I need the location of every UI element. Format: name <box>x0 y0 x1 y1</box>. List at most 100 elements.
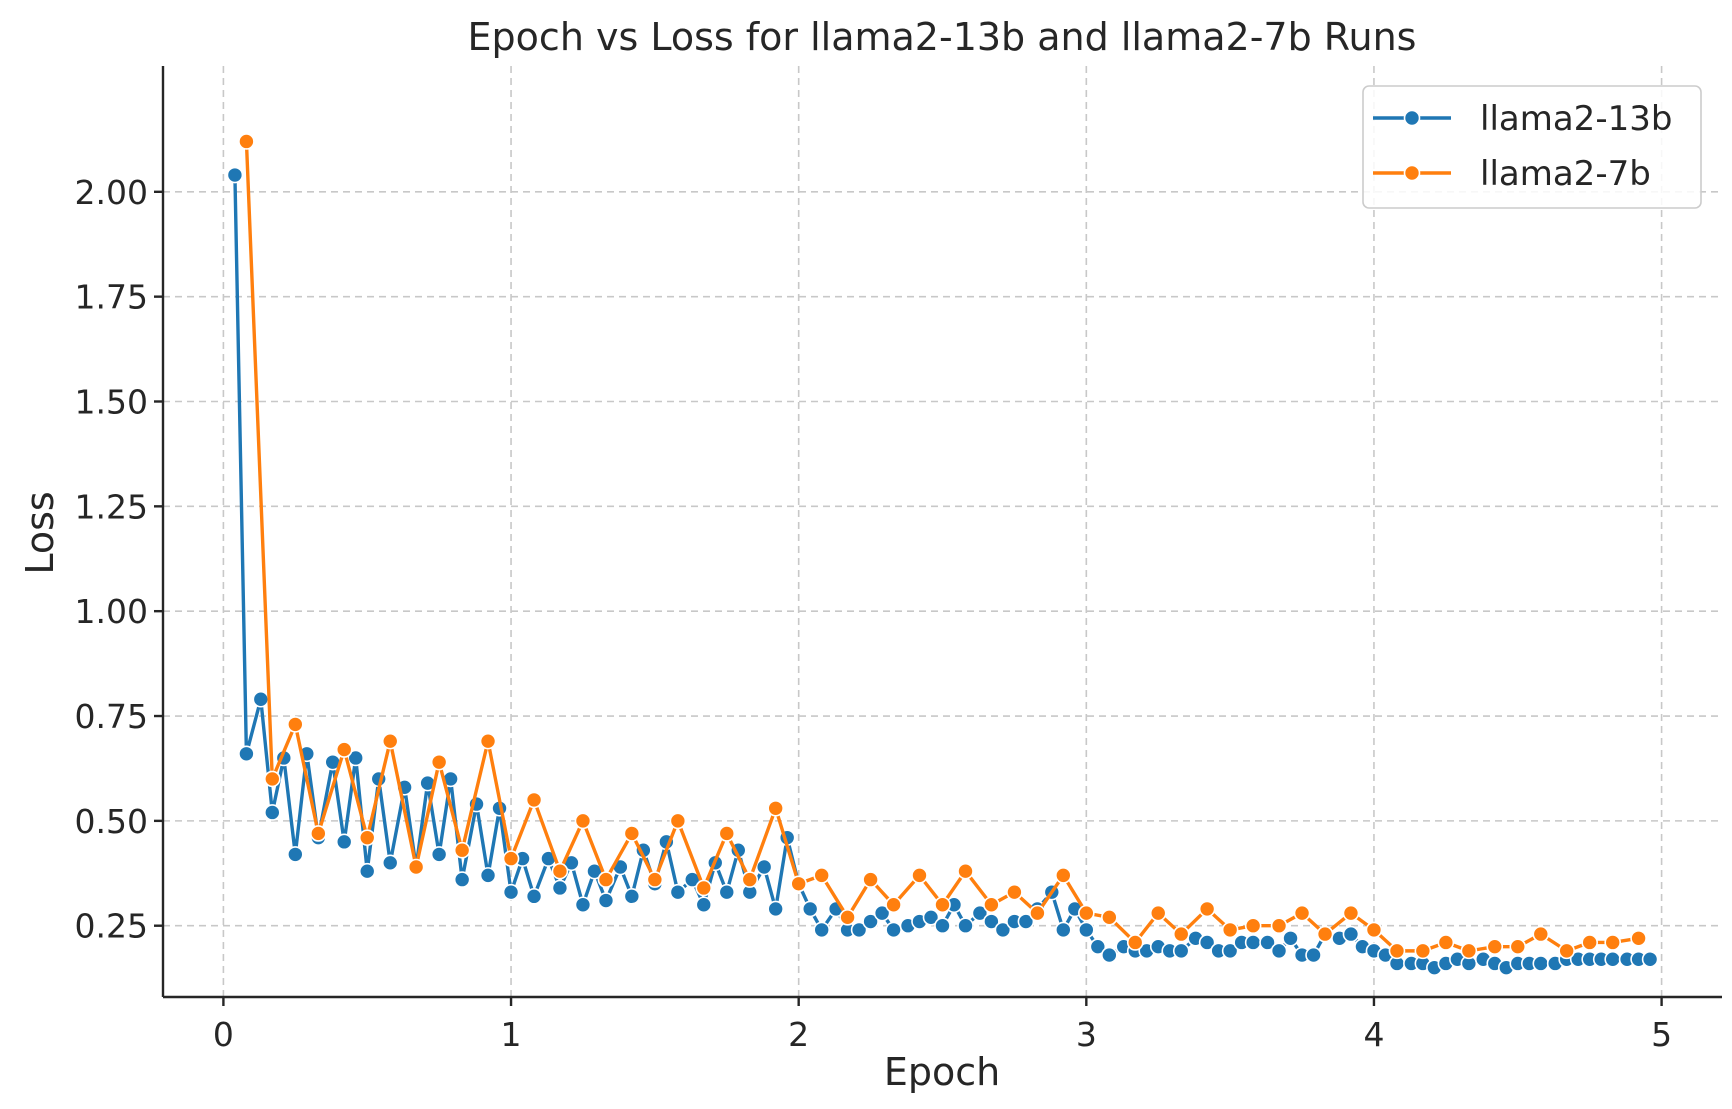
data-point-llama2-13b <box>971 904 989 922</box>
y-tick-label: 1.25 <box>75 487 148 526</box>
data-point-llama2-13b <box>1055 921 1072 939</box>
x-tick-label: 5 <box>1651 1015 1672 1054</box>
data-point-llama2-13b <box>1221 942 1239 960</box>
data-point-llama2-7b <box>238 133 255 150</box>
data-point-llama2-13b <box>1604 950 1621 968</box>
data-point-llama2-13b <box>479 867 497 884</box>
series-llama2-7b <box>238 133 1647 960</box>
data-point-llama2-13b <box>1198 934 1216 951</box>
data-point-llama2-7b <box>381 732 399 750</box>
data-point-llama2-7b <box>718 825 736 842</box>
data-point-llama2-7b <box>1029 904 1046 922</box>
data-point-llama2-7b <box>1149 904 1167 922</box>
data-point-llama2-7b <box>574 812 592 830</box>
data-point-llama2-13b <box>922 909 940 926</box>
data-point-llama2-13b <box>264 804 281 821</box>
data-point-llama2-13b <box>885 921 902 939</box>
data-point-llama2-7b <box>1558 942 1575 960</box>
data-point-llama2-13b <box>287 846 304 863</box>
data-point-llama2-13b <box>347 749 365 767</box>
legend: llama2-13b llama2-7b <box>1362 85 1702 209</box>
data-point-llama2-7b <box>287 716 304 733</box>
data-point-llama2-13b <box>1244 934 1262 951</box>
chart-title: Epoch vs Loss for llama2-13b and llama2-… <box>468 15 1417 59</box>
x-tick-label: 0 <box>213 1015 234 1054</box>
data-point-llama2-13b <box>862 913 879 930</box>
data-point-llama2-13b <box>873 904 891 922</box>
data-point-llama2-7b <box>1126 934 1144 951</box>
data-point-llama2-13b <box>983 913 1000 930</box>
legend-label-llama2-7b: llama2-7b <box>1480 154 1651 194</box>
data-point-llama2-13b <box>957 917 974 935</box>
data-point-llama2-7b <box>1486 938 1504 955</box>
tick-marks: 0 1 2 3 4 5 0.25 0.50 0.75 1.00 1.25 1.50 1.75 2.00 <box>75 173 1673 1054</box>
data-point-llama2-7b <box>1630 929 1647 947</box>
data-point-llama2-7b <box>623 825 641 842</box>
data-point-llama2-13b <box>1172 942 1190 960</box>
data-point-llama2-7b <box>767 799 784 817</box>
data-point-llama2-13b <box>718 883 736 901</box>
data-point-llama2-13b <box>358 862 376 880</box>
data-point-llama2-7b <box>407 858 425 876</box>
data-point-llama2-13b <box>801 900 819 918</box>
x-tick-label: 1 <box>501 1015 522 1054</box>
series-line-llama2-13b <box>233 175 1651 970</box>
legend-marker-llama2-7b <box>1403 164 1421 182</box>
data-point-llama2-7b <box>1509 938 1527 955</box>
data-point-llama2-7b <box>934 896 951 914</box>
data-point-llama2-13b <box>381 854 399 872</box>
data-point-llama2-13b <box>1532 955 1550 972</box>
data-point-llama2-7b <box>1437 934 1455 951</box>
data-point-llama2-7b <box>502 850 520 867</box>
data-point-llama2-13b <box>525 888 543 905</box>
data-point-llama2-7b <box>1532 925 1550 943</box>
data-point-llama2-7b <box>669 812 687 830</box>
data-point-llama2-7b <box>551 862 569 880</box>
data-point-llama2-7b <box>335 741 353 758</box>
data-point-llama2-7b <box>430 753 448 771</box>
data-point-llama2-7b <box>479 732 497 750</box>
data-point-llama2-7b <box>1316 925 1334 943</box>
data-point-llama2-7b <box>597 871 615 888</box>
data-point-llama2-7b <box>885 896 902 914</box>
data-point-llama2-13b <box>994 921 1012 939</box>
data-point-llama2-7b <box>1006 883 1023 901</box>
data-point-llama2-7b <box>1055 867 1072 884</box>
data-point-llama2-7b <box>862 871 879 888</box>
data-point-llama2-7b <box>1293 904 1311 922</box>
data-point-llama2-7b <box>525 791 543 809</box>
data-point-llama2-7b <box>1388 942 1406 960</box>
data-point-llama2-13b <box>1259 934 1276 951</box>
x-axis-label: Epoch <box>884 1050 1000 1094</box>
data-point-llama2-7b <box>1244 917 1262 935</box>
data-point-llama2-13b <box>1017 913 1035 930</box>
data-point-llama2-13b <box>252 690 270 708</box>
legend-label-llama2-13b: llama2-13b <box>1480 99 1672 139</box>
data-point-llama2-7b <box>358 829 376 846</box>
series-llama2-13b <box>226 166 1659 976</box>
data-point-llama2-13b <box>238 745 255 763</box>
data-point-llama2-7b <box>1581 934 1598 951</box>
data-point-llama2-7b <box>1460 942 1478 960</box>
data-point-llama2-13b <box>669 883 687 901</box>
y-tick-label: 2.00 <box>75 173 148 212</box>
data-point-llama2-13b <box>335 833 353 851</box>
data-point-llama2-13b <box>226 166 244 184</box>
data-point-llama2-7b <box>1221 921 1239 939</box>
data-point-llama2-7b <box>1078 904 1095 922</box>
data-point-llama2-7b <box>646 871 664 888</box>
data-point-llama2-7b <box>741 871 759 888</box>
data-point-llama2-13b <box>850 921 868 939</box>
y-tick-label: 0.25 <box>75 907 148 946</box>
data-point-llama2-13b <box>1305 946 1322 964</box>
data-point-llama2-7b <box>813 867 830 884</box>
data-point-llama2-7b <box>453 841 471 859</box>
data-point-llama2-13b <box>1101 946 1118 964</box>
data-point-llama2-13b <box>1270 942 1288 960</box>
data-point-llama2-7b <box>1342 904 1360 922</box>
data-point-llama2-13b <box>1089 938 1107 955</box>
x-tick-label: 4 <box>1363 1015 1384 1054</box>
data-point-llama2-13b <box>1078 921 1095 939</box>
data-point-llama2-7b <box>839 909 856 926</box>
